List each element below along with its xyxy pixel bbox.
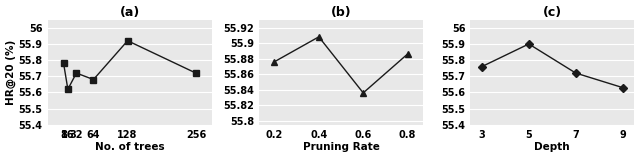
X-axis label: Pruning Rate: Pruning Rate — [303, 143, 380, 152]
Title: (c): (c) — [543, 6, 562, 18]
Y-axis label: HR@20 (%): HR@20 (%) — [6, 40, 16, 105]
X-axis label: No. of trees: No. of trees — [95, 143, 164, 152]
X-axis label: Depth: Depth — [534, 143, 570, 152]
Title: (b): (b) — [331, 6, 351, 18]
Title: (a): (a) — [120, 6, 140, 18]
